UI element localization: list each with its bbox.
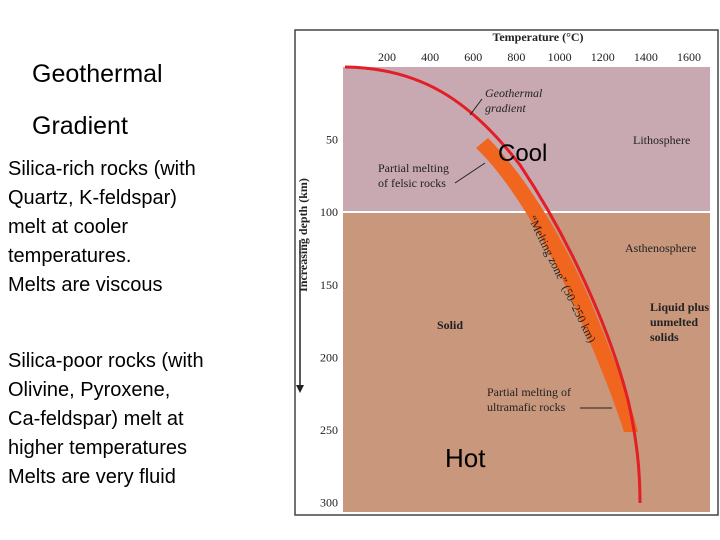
x-tick-label: 1000	[548, 50, 572, 64]
label: Partial melting	[378, 161, 449, 175]
asthenosphere-region	[343, 212, 710, 512]
label: Hot	[445, 443, 486, 473]
label: Asthenosphere	[625, 241, 696, 255]
label: Liquid plus	[650, 300, 709, 314]
paragraph-line: Quartz, K-feldspar)	[8, 187, 177, 209]
label: unmelted	[650, 315, 698, 329]
y-tick-label: 300	[320, 496, 338, 510]
pointer	[454, 162, 486, 184]
title: Gradient	[32, 112, 128, 140]
y-tick-label: 200	[320, 350, 338, 364]
x-tick-label: 1200	[591, 50, 615, 64]
geotherm-curve	[344, 65, 642, 504]
paragraph-line: Melts are viscous	[8, 274, 163, 296]
paragraphs: Silica-rich rocks (with Quartz, K-feldspa…	[8, 158, 204, 488]
label: solids	[650, 330, 679, 344]
paragraph-line: Olivine, Pyroxene,	[8, 379, 170, 401]
ticks: 200 400 600 800 1000 1200 1400 1600 50 100 150 200 2…	[320, 50, 701, 510]
y-tick-label: 250	[320, 423, 338, 437]
label: Lithosphere	[633, 133, 690, 147]
label: of felsic rocks	[378, 176, 446, 190]
x-tick-label: 600	[464, 50, 482, 64]
x-axis-label: Temperature (°C)	[492, 30, 583, 44]
x-tick-label: 200	[378, 50, 396, 64]
melting-zone	[476, 138, 638, 432]
paragraph-line: Silica-poor rocks (with	[8, 350, 204, 372]
label: Partial melting of	[487, 385, 571, 399]
label: ultramafic rocks	[487, 400, 566, 414]
paragraph-line: melt at cooler	[8, 216, 128, 238]
label: gradient	[485, 101, 526, 115]
y-tick-label: 150	[320, 278, 338, 292]
paragraph-line: temperatures.	[8, 245, 131, 267]
y-tick-label: 100	[320, 205, 338, 219]
x-tick-label: 1600	[677, 50, 701, 64]
left-text: Geothermal Gradient Silica-rich rocks (w…	[8, 60, 204, 488]
title: Geothermal	[32, 60, 163, 88]
x-tick-label: 400	[421, 50, 439, 64]
paragraph-line: Ca-feldspar) melt at	[8, 408, 184, 430]
paragraph-line: Silica-rich rocks (with	[8, 158, 196, 180]
arrowhead	[296, 385, 304, 393]
x-tick-label: 800	[507, 50, 525, 64]
paragraph-line: Melts are very fluid	[8, 466, 176, 488]
y-axis-label: Increasing depth (km)	[296, 178, 310, 292]
label: Geothermal	[485, 86, 543, 100]
y-tick-label: 50	[326, 133, 338, 147]
paragraph-line: higher temperatures	[8, 437, 187, 459]
x-tick-label: 1400	[634, 50, 658, 64]
pointer	[469, 98, 483, 116]
label: Cool	[498, 140, 547, 167]
label: Solid	[437, 318, 463, 332]
